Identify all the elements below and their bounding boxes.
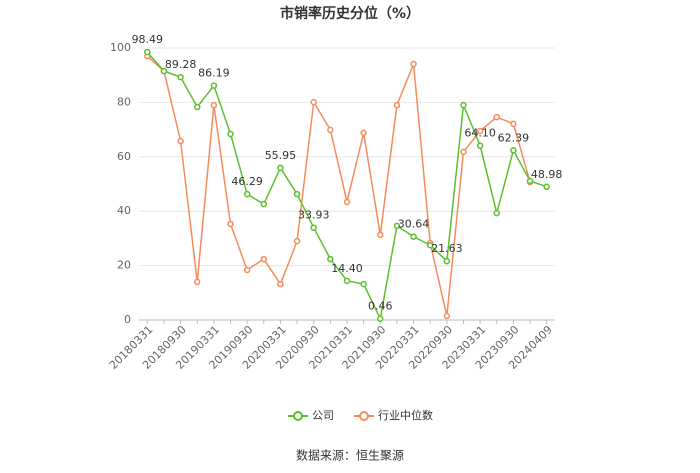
data-point (310, 98, 317, 106)
legend-marker (359, 411, 369, 421)
y-tick-label: 100 (110, 41, 131, 54)
data-point (476, 142, 484, 149)
data-label: 89.28 (165, 58, 197, 71)
legend-item[interactable]: 公司 (288, 409, 334, 422)
data-point (260, 200, 268, 208)
data-point (277, 164, 284, 172)
data-point (393, 222, 401, 230)
data-point (160, 67, 168, 75)
data-point (227, 220, 234, 228)
y-tick-label: 20 (117, 259, 131, 272)
data-point (443, 312, 451, 320)
data-point (177, 137, 184, 145)
legend-label: 公司 (312, 409, 334, 422)
data-point (360, 129, 367, 137)
data-point (327, 126, 334, 134)
data-point (293, 190, 301, 198)
data-point (377, 231, 384, 239)
data-point (393, 101, 401, 109)
data-point (377, 315, 384, 322)
legend-label: 行业中位数 (378, 408, 433, 422)
y-tick-label: 0 (124, 313, 131, 326)
data-point (243, 266, 251, 274)
chart-title: 市销率历史分位（%） (280, 5, 420, 22)
data-point (510, 147, 517, 154)
data-point (543, 183, 550, 191)
data-point (460, 148, 467, 156)
data-point (343, 277, 351, 285)
data-point (526, 177, 534, 185)
data-point (210, 82, 218, 89)
data-point (443, 257, 451, 265)
data-point (327, 255, 334, 263)
data-point (277, 280, 284, 288)
data-label: 62.39 (498, 131, 530, 144)
data-point (260, 255, 268, 263)
data-point (293, 237, 301, 245)
data-point (193, 103, 201, 111)
data-point (410, 233, 417, 240)
source: 数据来源：恒生聚源 (296, 448, 404, 463)
data-point (410, 60, 417, 68)
data-point (426, 241, 434, 249)
data-label: 98.49 (132, 33, 164, 46)
legend: 公司 行业中位数 (288, 408, 433, 422)
data-point (144, 48, 151, 56)
data-point (343, 198, 351, 206)
data-point (493, 209, 501, 217)
data-point (360, 280, 367, 288)
data-point (210, 101, 218, 109)
data-point (227, 130, 234, 138)
data-label: 0.46 (368, 300, 393, 313)
data-point (310, 224, 317, 231)
data-label: 33.93 (298, 209, 330, 222)
legend-item[interactable]: 行业中位数 (354, 408, 433, 422)
data-point (460, 101, 467, 109)
data-label: 46.29 (231, 175, 263, 188)
data-label: 14.40 (331, 262, 363, 275)
data-label: 48.98 (531, 168, 563, 181)
data-label: 21.63 (431, 242, 463, 255)
series-line (146, 55, 531, 317)
y-tick-label: 40 (117, 204, 131, 217)
y-tick-label: 80 (117, 95, 131, 108)
data-point (493, 113, 501, 121)
data-point (243, 190, 251, 198)
y-tick-label: 60 (117, 150, 131, 163)
data-label: 86.19 (198, 67, 230, 80)
data-label: 55.95 (265, 149, 297, 162)
data-point (510, 120, 517, 128)
legend-marker (293, 411, 303, 421)
data-point (177, 73, 184, 81)
data-point (476, 127, 484, 135)
data-point (193, 278, 201, 286)
data-label: 30.64 (398, 218, 430, 231)
data-label: 64.10 (464, 127, 496, 140)
